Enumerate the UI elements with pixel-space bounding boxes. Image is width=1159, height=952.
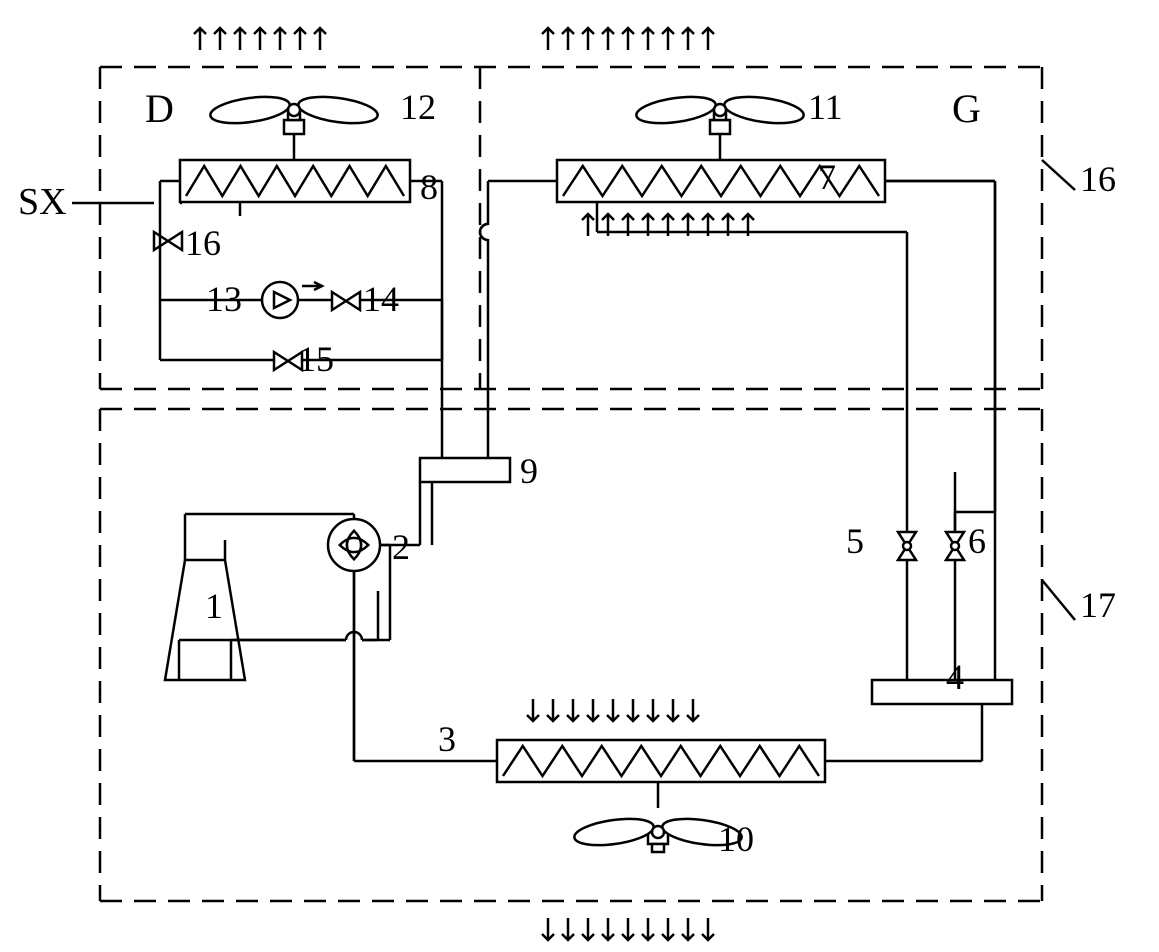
label-7: 7 <box>818 156 836 198</box>
label-16-left: 16 <box>185 222 221 264</box>
label-3: 3 <box>438 718 456 760</box>
label-10: 10 <box>718 818 754 860</box>
label-8: 8 <box>420 166 438 208</box>
label-16-right: 16 <box>1080 158 1116 200</box>
label-4: 4 <box>946 656 964 698</box>
label-15: 15 <box>298 338 334 380</box>
schematic-diagram <box>0 0 1159 952</box>
label-11: 11 <box>808 86 843 128</box>
label-2: 2 <box>392 526 410 568</box>
label-13: 13 <box>206 278 242 320</box>
label-9: 9 <box>520 450 538 492</box>
label-17: 17 <box>1080 584 1116 626</box>
label-5: 5 <box>846 520 864 562</box>
region-label-G: G <box>952 85 981 132</box>
label-12: 12 <box>400 86 436 128</box>
region-label-D: D <box>145 85 174 132</box>
inlet-label-SX: SX <box>18 180 67 224</box>
label-14: 14 <box>363 278 399 320</box>
label-1: 1 <box>205 585 223 627</box>
label-6: 6 <box>968 520 986 562</box>
